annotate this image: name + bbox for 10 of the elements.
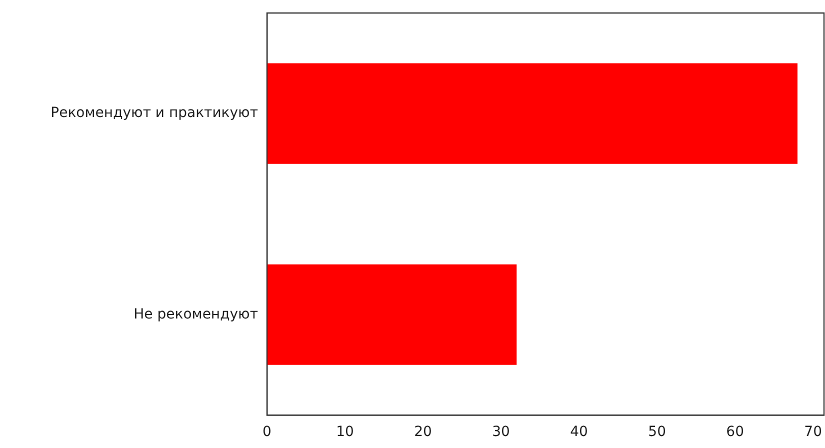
x-tick-label: 20 [414, 424, 432, 440]
x-tick-label: 60 [726, 424, 744, 440]
x-tick-label: 40 [570, 424, 588, 440]
y-tick-label: Не рекомендуют [134, 306, 258, 322]
x-tick-label: 50 [648, 424, 666, 440]
x-tick-label: 30 [492, 424, 510, 440]
y-tick-label: Рекомендуют и практикуют [50, 105, 258, 122]
x-tick-label: 10 [336, 424, 354, 440]
x-tick-label: 0 [262, 424, 272, 440]
x-tick-label: 70 [804, 424, 822, 440]
